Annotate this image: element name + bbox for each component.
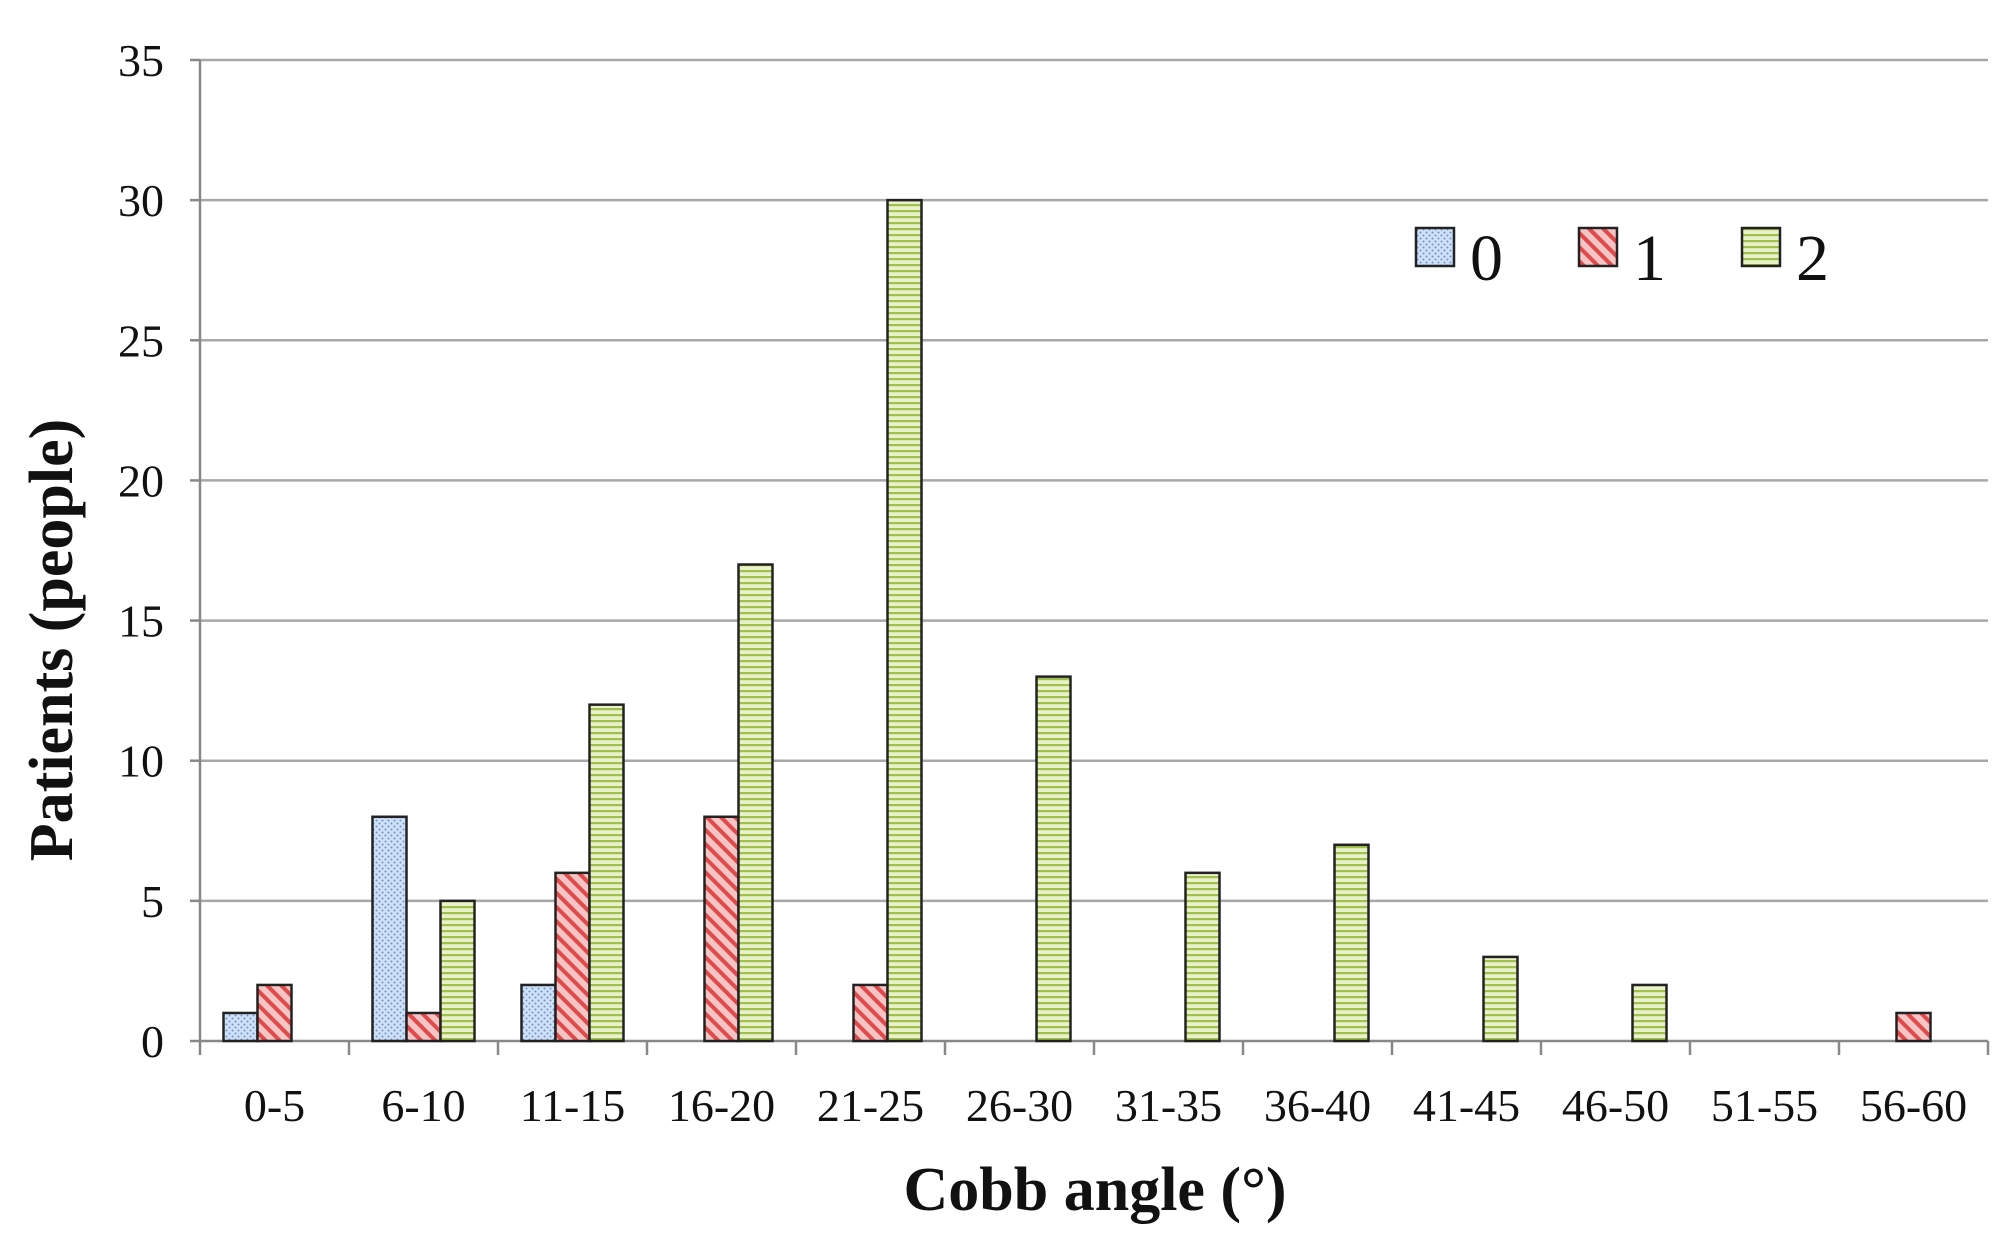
legend-swatch bbox=[1414, 226, 1456, 268]
x-tick-label: 6-10 bbox=[381, 1080, 465, 1131]
bar-series-0-11-15 bbox=[520, 983, 557, 1043]
bar-series-1-56-60 bbox=[1895, 1011, 1932, 1043]
y-tick-label: 35 bbox=[118, 35, 164, 86]
bar-series-1-21-25 bbox=[852, 983, 889, 1043]
legend-label: 2 bbox=[1796, 222, 1829, 295]
y-tick-label: 20 bbox=[118, 455, 164, 506]
x-tick-label: 0-5 bbox=[244, 1080, 305, 1131]
y-tick-label: 15 bbox=[118, 596, 164, 647]
bar-series-1-0-5 bbox=[256, 983, 293, 1043]
bar-series-1-6-10 bbox=[405, 1011, 442, 1043]
bar-series-2-16-20 bbox=[737, 563, 774, 1043]
x-tick-labels: 0-5 6-10 11-15 16-20 21-25 26-30 31-35 36-40 41-… bbox=[244, 1080, 1967, 1131]
legend-item-1: 1 bbox=[1577, 222, 1666, 295]
bar-series-0-0-5 bbox=[222, 1011, 259, 1043]
y-tick-label: 5 bbox=[141, 876, 164, 927]
y-tick-label: 30 bbox=[118, 175, 164, 226]
x-tick-label: 16-20 bbox=[668, 1080, 775, 1131]
y-tick-label: 0 bbox=[141, 1016, 164, 1067]
bar-series-2-26-30 bbox=[1035, 675, 1072, 1043]
bar-series-2-41-45 bbox=[1482, 955, 1519, 1043]
bars bbox=[222, 198, 1932, 1043]
axes bbox=[190, 58, 1990, 1055]
bar-series-2-6-10 bbox=[439, 899, 476, 1043]
x-axis-title: Cobb angle (°) bbox=[903, 1156, 1286, 1224]
bar-series-2-36-40 bbox=[1333, 843, 1370, 1043]
x-tick-label: 36-40 bbox=[1264, 1080, 1371, 1131]
x-tick-label: 31-35 bbox=[1115, 1080, 1222, 1131]
x-tick-label: 11-15 bbox=[520, 1080, 626, 1131]
bar-series-2-31-35 bbox=[1184, 871, 1221, 1043]
x-tick-label: 41-45 bbox=[1413, 1080, 1520, 1131]
x-tick-label: 26-30 bbox=[966, 1080, 1073, 1131]
legend: 0 1 2 bbox=[1414, 222, 1829, 295]
bar-series-1-11-15 bbox=[554, 871, 591, 1043]
legend-label: 0 bbox=[1470, 222, 1503, 295]
x-tick-label: 56-60 bbox=[1860, 1080, 1967, 1131]
x-tick-label: 21-25 bbox=[817, 1080, 924, 1131]
x-tick-label: 46-50 bbox=[1562, 1080, 1669, 1131]
bar-series-0-6-10 bbox=[371, 815, 408, 1043]
gridlines bbox=[200, 58, 1988, 903]
legend-label: 1 bbox=[1633, 222, 1666, 295]
y-tick-label: 10 bbox=[118, 736, 164, 787]
x-tick-label: 51-55 bbox=[1711, 1080, 1818, 1131]
y-tick-labels: 0 5 10 15 20 25 30 35 bbox=[118, 35, 164, 1067]
bar-series-2-46-50 bbox=[1631, 983, 1668, 1043]
legend-swatch bbox=[1740, 226, 1782, 268]
bar-series-2-21-25 bbox=[886, 198, 923, 1043]
legend-swatch bbox=[1577, 226, 1619, 268]
legend-item-2: 2 bbox=[1740, 222, 1829, 295]
bar-series-1-16-20 bbox=[703, 815, 740, 1043]
y-axis-title: Patients (people) bbox=[18, 419, 86, 862]
legend-item-0: 0 bbox=[1414, 222, 1503, 295]
y-tick-label: 25 bbox=[118, 315, 164, 366]
bar-series-2-11-15 bbox=[588, 703, 625, 1043]
